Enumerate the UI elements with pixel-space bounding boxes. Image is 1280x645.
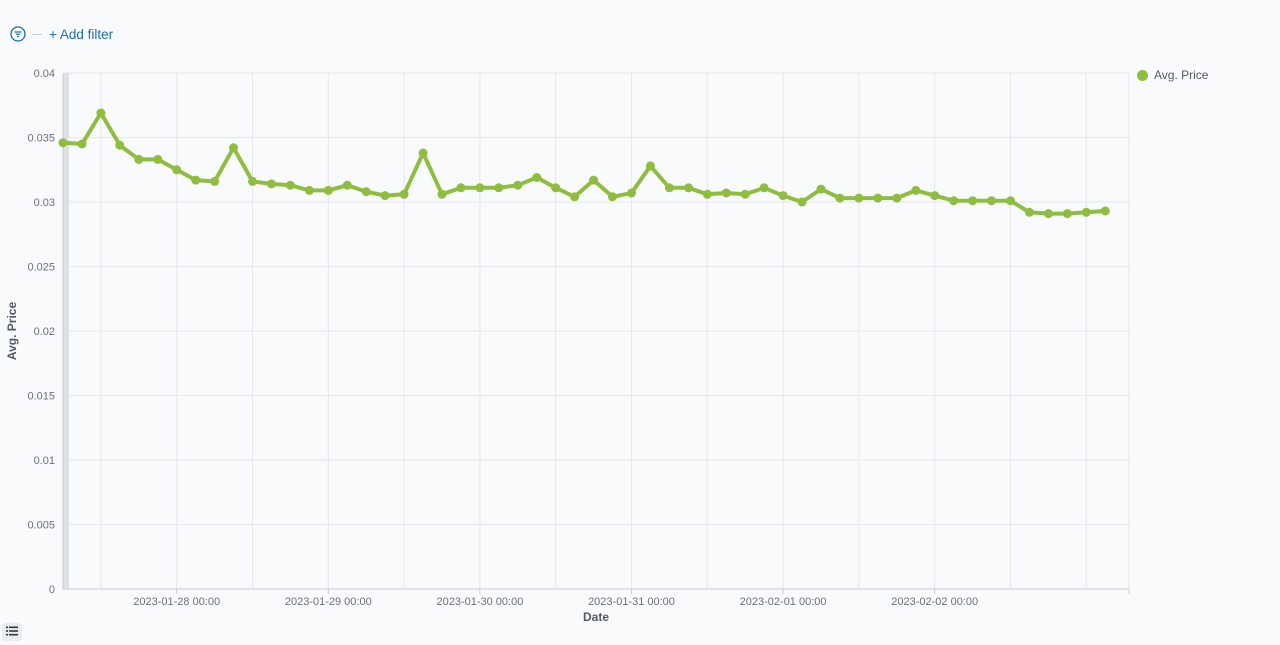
data-point — [1062, 209, 1072, 219]
data-point — [1043, 209, 1053, 219]
data-point — [645, 161, 655, 171]
y-tick-label: 0.015 — [27, 391, 55, 403]
data-point — [456, 183, 466, 193]
data-point — [266, 179, 276, 189]
y-tick-label: 0.005 — [27, 520, 55, 532]
y-tick-label: 0.02 — [34, 326, 55, 338]
add-filter-button[interactable]: + Add filter — [49, 26, 114, 42]
data-point — [1100, 206, 1110, 216]
y-tick-label: 0.03 — [34, 197, 55, 209]
data-point — [475, 183, 485, 193]
series-line — [61, 111, 1108, 216]
x-tick-label: 2023-01-30 00:00 — [436, 596, 523, 608]
data-point — [96, 108, 106, 118]
x-axis-title: Date — [583, 610, 609, 624]
x-tick-label: 2023-02-02 00:00 — [891, 596, 978, 608]
data-point — [968, 196, 978, 206]
data-point — [285, 180, 295, 190]
data-point — [1006, 196, 1015, 206]
filter-bar: + Add filter — [10, 24, 113, 44]
data-point — [342, 180, 352, 190]
data-point — [304, 185, 314, 195]
x-tick-label: 2023-01-31 00:00 — [588, 596, 675, 608]
data-point — [589, 175, 599, 185]
data-point — [191, 175, 201, 185]
data-point — [380, 191, 390, 201]
data-point — [873, 193, 883, 203]
data-point — [778, 191, 788, 201]
data-point — [229, 143, 238, 153]
y-axis-title: Avg. Price — [5, 302, 19, 361]
data-point — [816, 184, 826, 194]
data-point — [551, 183, 561, 193]
y-tick-label: 0.025 — [27, 262, 55, 274]
filter-separator — [32, 33, 42, 35]
data-point — [854, 193, 864, 203]
data-point — [664, 183, 674, 193]
y-tick-label: 0 — [49, 584, 55, 596]
filter-icon[interactable] — [10, 26, 26, 42]
data-point — [418, 148, 428, 158]
legend-label: Avg. Price — [1154, 68, 1209, 82]
data-point — [115, 140, 125, 150]
partial-bucket-shade — [63, 73, 69, 589]
data-point — [627, 188, 636, 198]
data-point — [172, 165, 182, 175]
y-tick-label: 0.01 — [34, 455, 55, 467]
data-point — [532, 173, 542, 182]
data-point — [797, 197, 807, 207]
data-point — [77, 139, 87, 149]
data-point — [949, 196, 959, 206]
data-point — [153, 154, 163, 164]
legend-toggle-button[interactable] — [2, 623, 22, 641]
data-point — [134, 154, 144, 164]
data-point — [835, 193, 845, 203]
data-point — [930, 191, 940, 201]
y-tick-label: 0.035 — [27, 133, 55, 145]
data-point — [702, 189, 712, 199]
data-point — [437, 189, 447, 199]
legend-item-avg-price[interactable]: Avg. Price — [1137, 68, 1208, 82]
x-tick-label: 2023-01-28 00:00 — [133, 596, 220, 608]
x-tick-label: 2023-01-29 00:00 — [285, 596, 372, 608]
data-point — [248, 176, 257, 186]
legend-color-dot — [1137, 69, 1148, 81]
y-tick-label: 0.04 — [34, 68, 55, 80]
data-point — [740, 189, 750, 199]
data-point — [494, 183, 504, 193]
data-point — [399, 189, 409, 199]
list-icon — [6, 623, 18, 641]
x-tick-label: 2023-02-01 00:00 — [740, 596, 827, 608]
data-point — [570, 192, 580, 202]
data-point — [892, 193, 902, 203]
data-point — [323, 185, 333, 195]
data-point — [608, 192, 617, 202]
data-point — [759, 183, 769, 193]
data-point — [683, 183, 693, 193]
data-point — [1024, 207, 1034, 217]
data-point — [361, 187, 371, 197]
data-point — [513, 180, 523, 190]
data-point — [911, 185, 921, 195]
data-point — [58, 138, 68, 148]
data-point — [987, 196, 996, 206]
data-point — [1081, 207, 1091, 217]
data-point — [721, 188, 731, 198]
data-point — [210, 176, 220, 186]
